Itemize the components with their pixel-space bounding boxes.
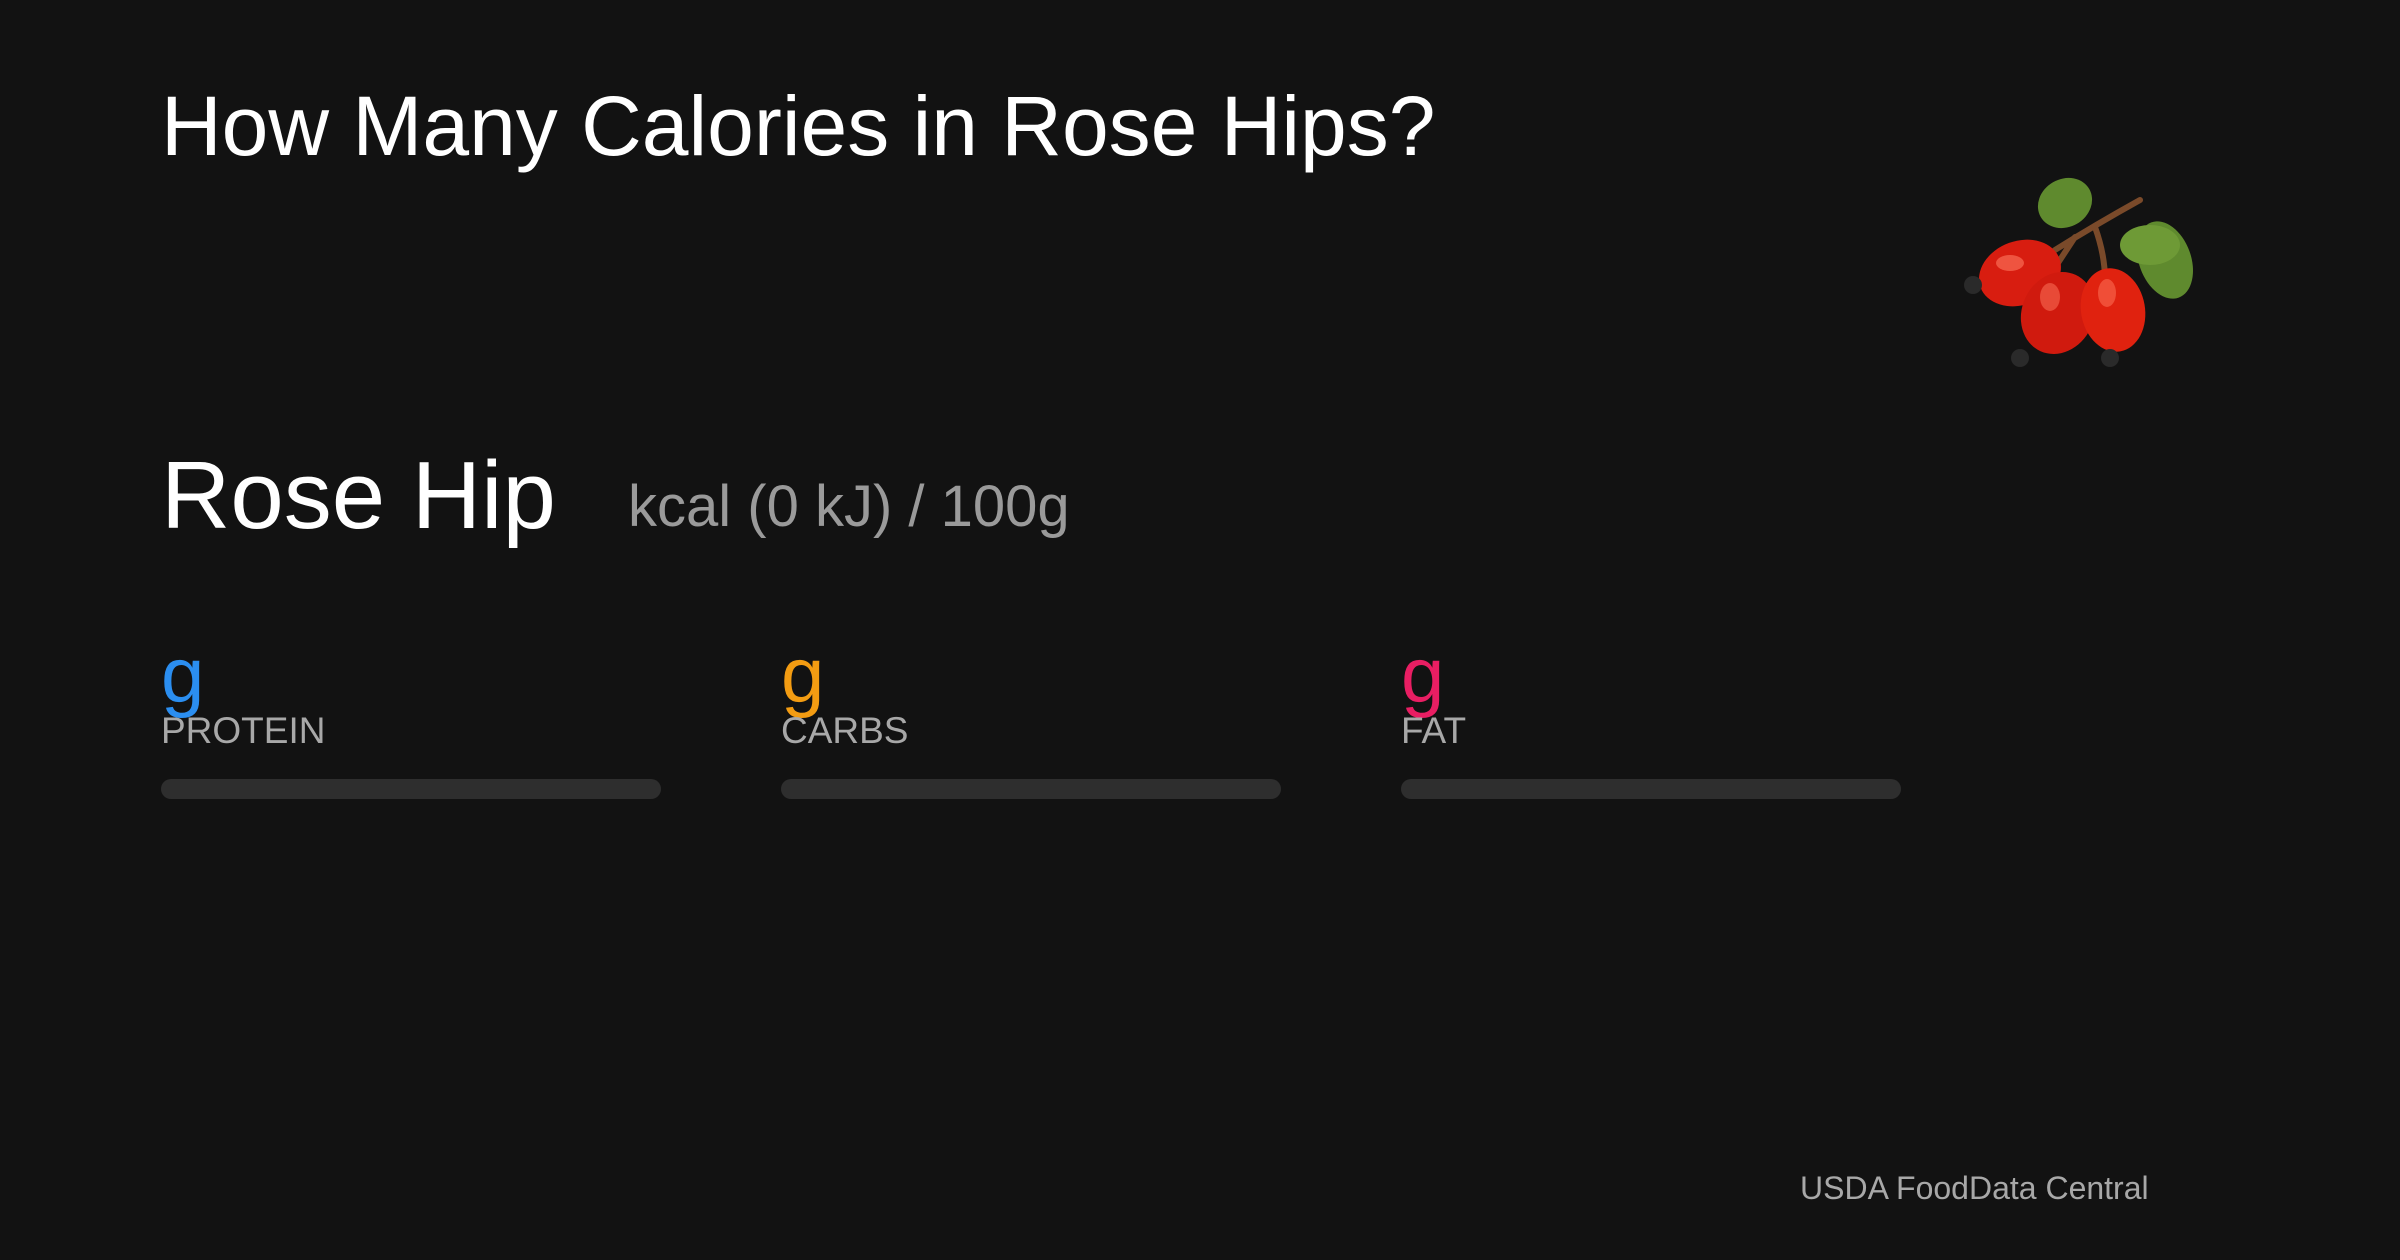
macro-card: g PROTEIN [161, 636, 661, 799]
food-name: Rose Hip [161, 442, 556, 549]
page-title: How Many Calories in Rose Hips? [161, 79, 1436, 173]
energy-text: kcal (0 kJ) / 100g [628, 474, 1070, 539]
progress-track [1401, 779, 1901, 799]
macro-value: g [161, 631, 205, 719]
source: USDA FoodData Central [1800, 1170, 2149, 1206]
macro-value: g [1401, 631, 1445, 719]
macro-card: g CARBS [781, 636, 1281, 799]
macro-label: FAT [1401, 710, 1467, 751]
macro-value: g [781, 631, 825, 719]
macro-label: PROTEIN [161, 710, 326, 751]
macro-card: g FAT [1401, 636, 1901, 799]
rose-hip-image [1964, 177, 2194, 367]
macro-label: CARBS [781, 710, 909, 751]
progress-track [161, 779, 661, 799]
progress-track [781, 779, 1281, 799]
